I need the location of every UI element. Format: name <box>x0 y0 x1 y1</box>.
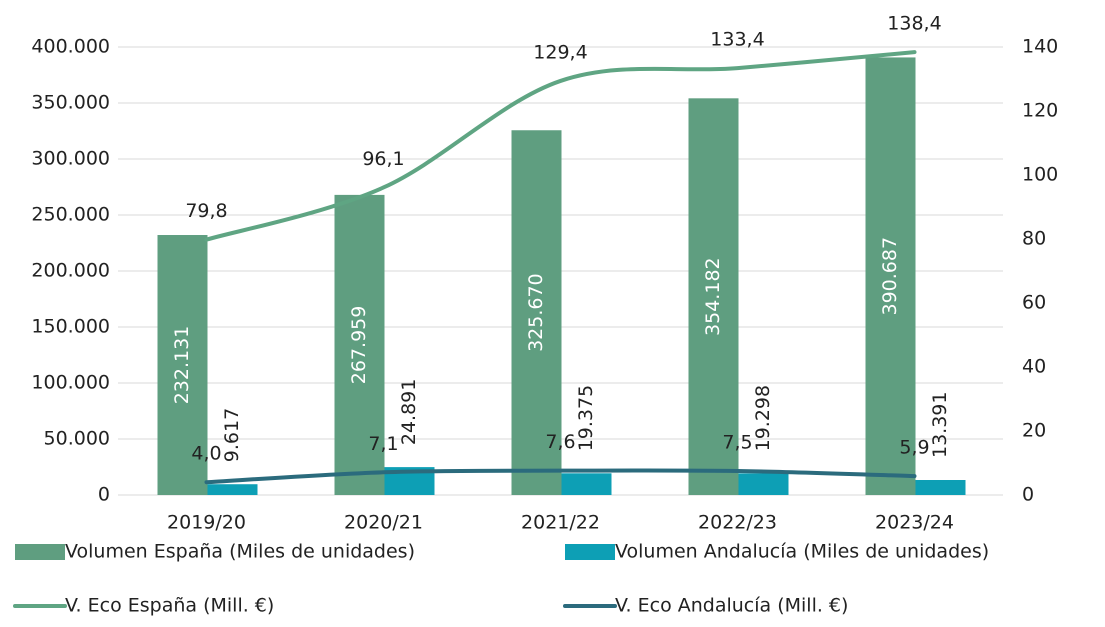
bar <box>561 473 612 495</box>
bar <box>334 194 385 495</box>
line <box>204 468 917 485</box>
bar-value-label: 232.131 <box>171 326 193 405</box>
y-tick-label: 0 <box>98 484 110 506</box>
bar <box>511 130 562 495</box>
line-value-label: 7,1 <box>368 433 398 455</box>
y2-tick-label: 60 <box>1022 292 1046 314</box>
legend-label: V. Eco Andalucía (Mill. €) <box>615 595 848 617</box>
y-tick-label: 50.000 <box>44 428 110 450</box>
y-tick-label: 100.000 <box>31 372 110 394</box>
line-value-label: 96,1 <box>362 148 404 170</box>
bar-value-label: 13.391 <box>929 392 951 458</box>
x-tick-label: 2023/24 <box>875 512 954 534</box>
line-value-label: 129,4 <box>533 41 587 63</box>
line-value-label: 79,8 <box>185 200 227 222</box>
bar-value-label: 19.298 <box>752 385 774 451</box>
y2-tick-label: 20 <box>1022 420 1046 442</box>
bar <box>207 484 258 495</box>
bar <box>157 235 208 495</box>
x-tick-label: 2021/22 <box>521 512 600 534</box>
line-value-label: 4,0 <box>191 443 221 465</box>
legend-swatch <box>565 544 615 560</box>
legend-label: Volumen Andalucía (Miles de unidades) <box>615 541 989 563</box>
y2-tick-label: 100 <box>1022 164 1058 186</box>
legend-swatch <box>15 544 65 560</box>
y-tick-label: 400.000 <box>31 36 110 58</box>
y-tick-label: 250.000 <box>31 204 110 226</box>
legend-label: V. Eco España (Mill. €) <box>65 595 274 617</box>
y2-tick-label: 80 <box>1022 228 1046 250</box>
line-value-label: 7,5 <box>722 432 752 454</box>
bar-value-label: 354.182 <box>702 257 724 336</box>
x-tick-label: 2022/23 <box>698 512 777 534</box>
x-tick-label: 2020/21 <box>344 512 423 534</box>
y2-tick-label: 140 <box>1022 36 1058 58</box>
bar <box>688 98 739 495</box>
y-tick-label: 300.000 <box>31 148 110 170</box>
bar <box>865 57 916 495</box>
line-value-label: 7,6 <box>545 431 575 453</box>
y2-tick-label: 0 <box>1022 484 1034 506</box>
y2-tick-label: 40 <box>1022 356 1046 378</box>
y-tick-label: 350.000 <box>31 92 110 114</box>
line-value-label: 5,9 <box>899 437 929 459</box>
line <box>204 50 917 242</box>
y-tick-label: 150.000 <box>31 316 110 338</box>
bar-value-label: 24.891 <box>398 379 420 445</box>
bar-value-label: 267.959 <box>348 306 370 385</box>
bar <box>915 480 966 495</box>
line-value-label: 133,4 <box>710 29 764 51</box>
legend-label: Volumen España (Miles de unidades) <box>65 541 415 563</box>
bar-value-label: 19.375 <box>575 385 597 451</box>
bar <box>738 473 789 495</box>
bar-value-label: 390.687 <box>879 237 901 316</box>
x-tick-label: 2019/20 <box>167 512 246 534</box>
bar-value-label: 9.617 <box>221 408 243 462</box>
bar-value-label: 325.670 <box>525 273 547 352</box>
y2-tick-label: 120 <box>1022 100 1058 122</box>
line-value-label: 138,4 <box>887 13 941 35</box>
y-tick-label: 200.000 <box>31 260 110 282</box>
